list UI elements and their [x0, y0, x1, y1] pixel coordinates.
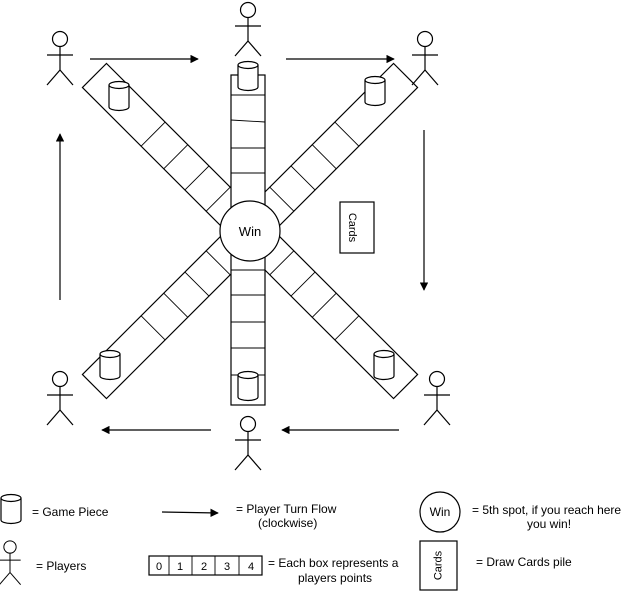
legend-game-piece-icon	[0, 493, 22, 525]
legend-game-piece-text: = Game Piece	[32, 505, 109, 519]
game-piece-icon	[364, 75, 386, 107]
legend-turn-flow-text: = Player Turn Flow	[236, 502, 337, 516]
player-icon	[234, 415, 262, 471]
legend-cards-pile	[419, 540, 458, 591]
legend-points-text-2: players points	[298, 571, 372, 585]
legend-points-track: 0 1 2 3 4	[148, 555, 263, 576]
svg-text:1: 1	[177, 561, 183, 573]
game-piece-icon	[237, 60, 259, 92]
cards-pile	[339, 201, 375, 254]
legend-cards-symbol: Cards	[433, 550, 445, 580]
player-icon	[46, 30, 74, 86]
legend-cards-text: = Draw Cards pile	[476, 555, 572, 569]
player-icon	[411, 30, 439, 86]
game-piece-icon	[373, 349, 395, 381]
game-piece-icon	[108, 80, 130, 112]
legend-player-icon	[0, 540, 22, 586]
svg-text:3: 3	[224, 561, 230, 573]
legend-players-text: = Players	[36, 559, 86, 573]
game-piece-icon	[99, 349, 121, 381]
legend-win-text-2: you win!	[527, 517, 571, 531]
legend-points-text-1: = Each box represents a	[268, 556, 399, 570]
svg-text:0: 0	[156, 561, 162, 573]
player-icon	[423, 370, 451, 426]
win-label: Win	[239, 224, 261, 239]
legend-win-circle	[419, 491, 461, 533]
cards-label: Cards	[346, 213, 358, 243]
legend-win-symbol: Win	[430, 505, 451, 519]
player-icon	[46, 370, 74, 426]
legend-win-text-1: = 5th spot, if you reach here	[472, 503, 621, 517]
game-piece-icon	[237, 370, 259, 402]
legend-turn-flow-note: (clockwise)	[258, 516, 317, 530]
player-icon	[234, 1, 262, 57]
svg-text:4: 4	[248, 561, 254, 573]
legend-turn-flow-arrow	[161, 508, 219, 518]
win-circle	[219, 200, 281, 262]
svg-text:2: 2	[201, 561, 207, 573]
